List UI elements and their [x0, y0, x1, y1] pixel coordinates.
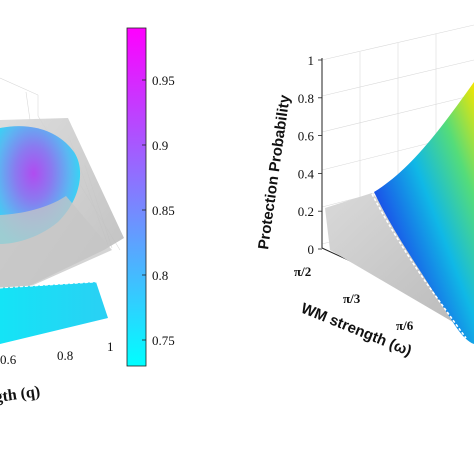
- z-tick-label: 1: [308, 53, 315, 68]
- z-tick-label: 0.4: [298, 166, 315, 181]
- probability-surface: [374, 82, 474, 344]
- left-surface-plot: 0.6 0.8 1 gth (q): [0, 77, 124, 406]
- colorbar-tick-label: 0.95: [152, 73, 175, 88]
- x-tick-label: 0.6: [0, 352, 17, 367]
- colorbar-tick-label: 0.85: [152, 203, 175, 218]
- intersection-line: [371, 193, 467, 339]
- x-tick-label: π/2: [294, 264, 311, 279]
- box-edge: [25, 91, 31, 121]
- z-axis-ticks: 0 0.2 0.4 0.6 0.8 1: [298, 53, 322, 257]
- colorbar-tick-label: 0.8: [152, 268, 168, 283]
- x-axis-label: gth (q): [0, 383, 41, 406]
- right-surface-plot: 0 0.2 0.4 0.6 0.8 1 π/2 π/3 π/6 Protection Pr…: [255, 24, 474, 360]
- colorbar-gradient: [126, 27, 147, 367]
- x-tick-label: π/6: [396, 318, 414, 333]
- colorbar-ticks: 0.95 0.9 0.85 0.8 0.75: [142, 73, 175, 348]
- z-tick-label: 0.8: [298, 91, 314, 106]
- x-tick-label: 0.8: [57, 348, 73, 363]
- colorbar-tick-label: 0.9: [152, 138, 168, 153]
- intersection-line: [0, 281, 97, 289]
- plane-overlay: [0, 196, 112, 300]
- colorbar-tick-label: 0.75: [152, 333, 175, 348]
- colorbar: 0.95 0.9 0.85 0.8 0.75: [126, 27, 175, 367]
- z-tick-label: 0.6: [298, 129, 315, 144]
- x-tick-label: π/3: [343, 291, 361, 306]
- x-tick-label: 1: [107, 339, 114, 354]
- box-edge: [0, 77, 39, 96]
- z-axis-label: Protection Probability: [255, 93, 294, 250]
- z-tick-label: 0: [308, 242, 315, 257]
- z-tick-label: 0.2: [298, 204, 314, 219]
- surface-strip: [0, 282, 108, 344]
